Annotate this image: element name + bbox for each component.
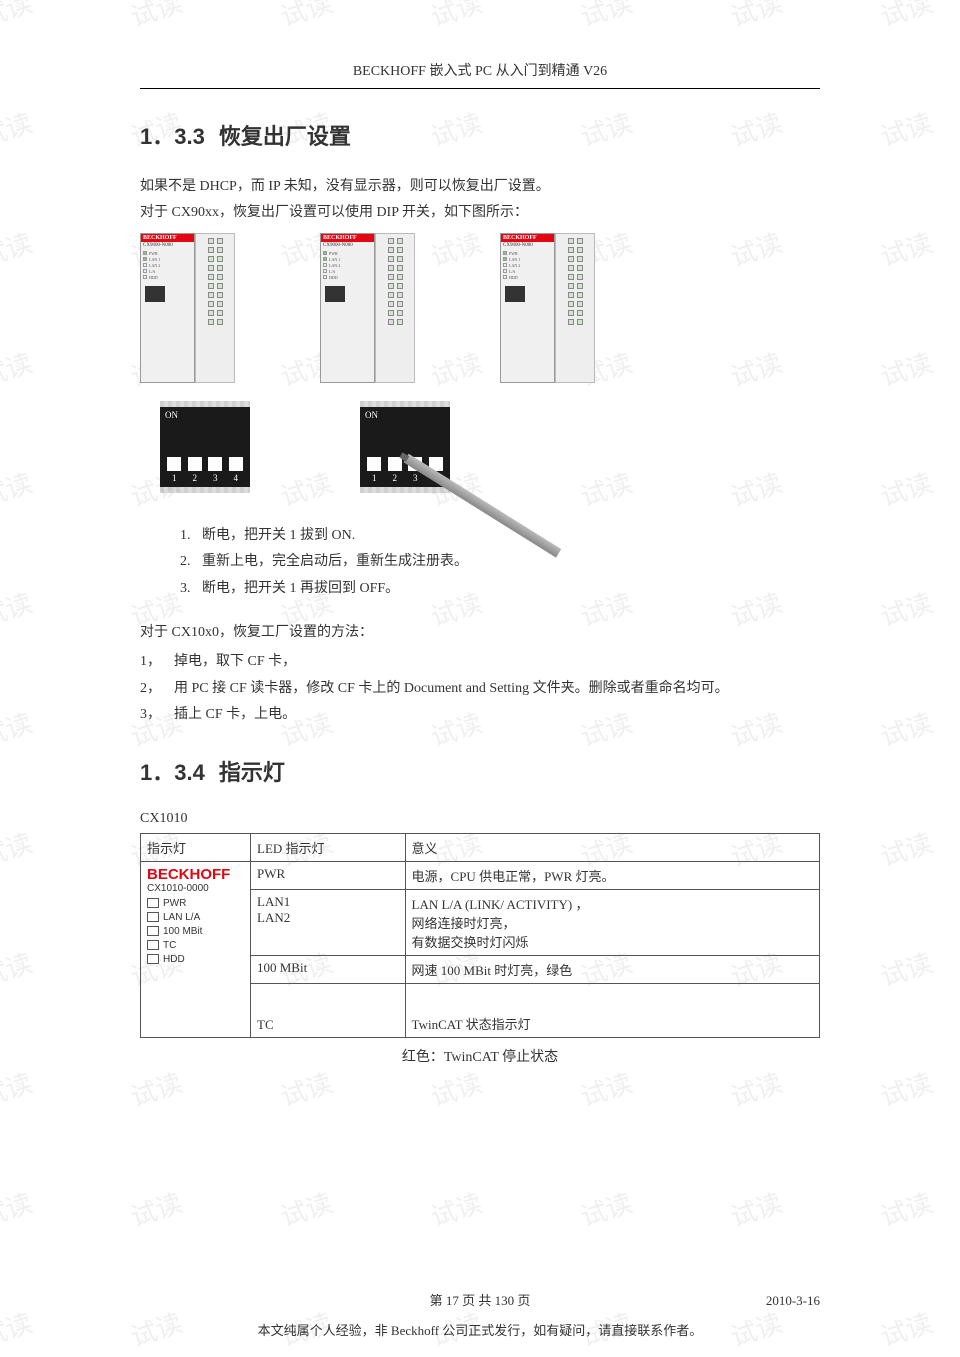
cell-led: PWR <box>251 861 406 889</box>
cell-led: 100 MBit <box>251 955 406 983</box>
step90-2: 2.重新上电，完全启动后，重新生成注册表。 <box>180 549 820 576</box>
section-34-num: 1．3.4 <box>140 760 205 785</box>
table-note: 红色：TwinCAT 停止状态 <box>140 1046 820 1066</box>
dip-2-wrap: ON 1 2 3 4 <box>360 401 450 493</box>
section-33-num: 1．3.3 <box>140 124 205 149</box>
cell-meaning: 电源，CPU 供电正常，PWR 灯亮。 <box>405 861 819 889</box>
device-3: BECKHOFFCX9000-N000PWRLAN 1LAN 2L/AHDD <box>500 233 600 383</box>
cx10-step2: 2，用 PC 接 CF 读卡器，修改 CF 卡上的 Document and S… <box>140 676 820 703</box>
section-33-title: 恢复出厂设置 <box>219 124 351 149</box>
step90-3: 3.断电，把开关 1 再拔回到 OFF。 <box>180 576 820 603</box>
panel-code: CX1010-0000 <box>147 883 244 894</box>
dip-1-wrap: ON 1 2 3 4 <box>160 401 250 493</box>
section-33-heading: 1．3.3 恢复出厂设置 <box>140 119 820 151</box>
table-header-row: 指示灯 LED 指示灯 意义 <box>141 833 820 861</box>
dip-on-label-2: ON <box>360 407 450 423</box>
step90-1: 1.断电，把开关 1 拔到 ON. <box>180 523 820 550</box>
dip-switch-1: ON 1 2 3 4 <box>160 407 250 487</box>
steps-cx10: 1，掉电，取下 CF 卡， 2，用 PC 接 CF 读卡器，修改 CF 卡上的 … <box>140 649 820 729</box>
cx10-step1: 1，掉电，取下 CF 卡， <box>140 649 820 676</box>
dip-row: ON 1 2 3 4 ON <box>160 401 820 493</box>
s33-intro2: 对于 CX90xx，恢复出厂设置可以使用 DIP 开关，如下图所示： <box>140 201 820 225</box>
section-34-heading: 1．3.4 指示灯 <box>140 755 820 787</box>
cell-meaning: LAN L/A (LINK/ ACTIVITY) ， 网络连接时灯亮， 有数据交… <box>405 889 819 955</box>
footer-date: 2010-3-16 <box>766 1293 820 1309</box>
device-1: BECKHOFFCX9000-N000PWRLAN 1LAN 2L/AHDD <box>140 233 240 383</box>
page-content: BECKHOFF 嵌入式 PC 从入门到精通 V26 1．3.3 恢复出厂设置 如… <box>0 0 960 1106</box>
panel-brand: BECKHOFF <box>147 866 244 883</box>
cell-meaning: 网速 100 MBit 时灯亮，绿色 <box>405 955 819 983</box>
cell-meaning: TwinCAT 状态指示灯 <box>405 983 819 1037</box>
device-row: BECKHOFFCX9000-N000PWRLAN 1LAN 2L/AHDD B… <box>140 233 820 383</box>
model-label: CX1010 <box>140 811 820 827</box>
s33-intro1: 如果不是 DHCP，而 IP 未知，没有显示器，则可以恢复出厂设置。 <box>140 175 820 199</box>
cx10-step3: 3，插上 CF 卡，上电。 <box>140 702 820 729</box>
dip-on-label: ON <box>160 407 250 423</box>
th-3: 意义 <box>405 833 819 861</box>
cell-led: TC <box>251 983 406 1037</box>
dip-switches-1 <box>160 423 250 471</box>
steps-cx90: 1.断电，把开关 1 拔到 ON. 2.重新上电，完全启动后，重新生成注册表。 … <box>180 523 820 603</box>
page-header: BECKHOFF 嵌入式 PC 从入门到精通 V26 <box>140 60 820 89</box>
table-row: BECKHOFF CX1010-0000 PWR LAN L/A 100 MBi… <box>141 861 820 889</box>
th-1: 指示灯 <box>141 833 251 861</box>
cx10-intro: 对于 CX10x0，恢复工厂设置的方法： <box>140 620 820 647</box>
panel-led-list: PWR LAN L/A 100 MBit TC HDD <box>147 898 244 965</box>
dip-nums-1: 1 2 3 4 <box>160 471 250 487</box>
footer-disclaimer: 本文纯属个人经验，非 Beckhoff 公司正式发行，如有疑问，请直接联系作者。 <box>0 1320 960 1339</box>
led-panel-cell: BECKHOFF CX1010-0000 PWR LAN L/A 100 MBi… <box>141 861 251 1037</box>
section-34-title: 指示灯 <box>219 760 285 785</box>
led-table: 指示灯 LED 指示灯 意义 BECKHOFF CX1010-0000 PWR … <box>140 833 820 1038</box>
cell-led: LAN1 LAN2 <box>251 889 406 955</box>
th-2: LED 指示灯 <box>251 833 406 861</box>
device-2: BECKHOFFCX9000-N000PWRLAN 1LAN 2L/AHDD <box>320 233 420 383</box>
